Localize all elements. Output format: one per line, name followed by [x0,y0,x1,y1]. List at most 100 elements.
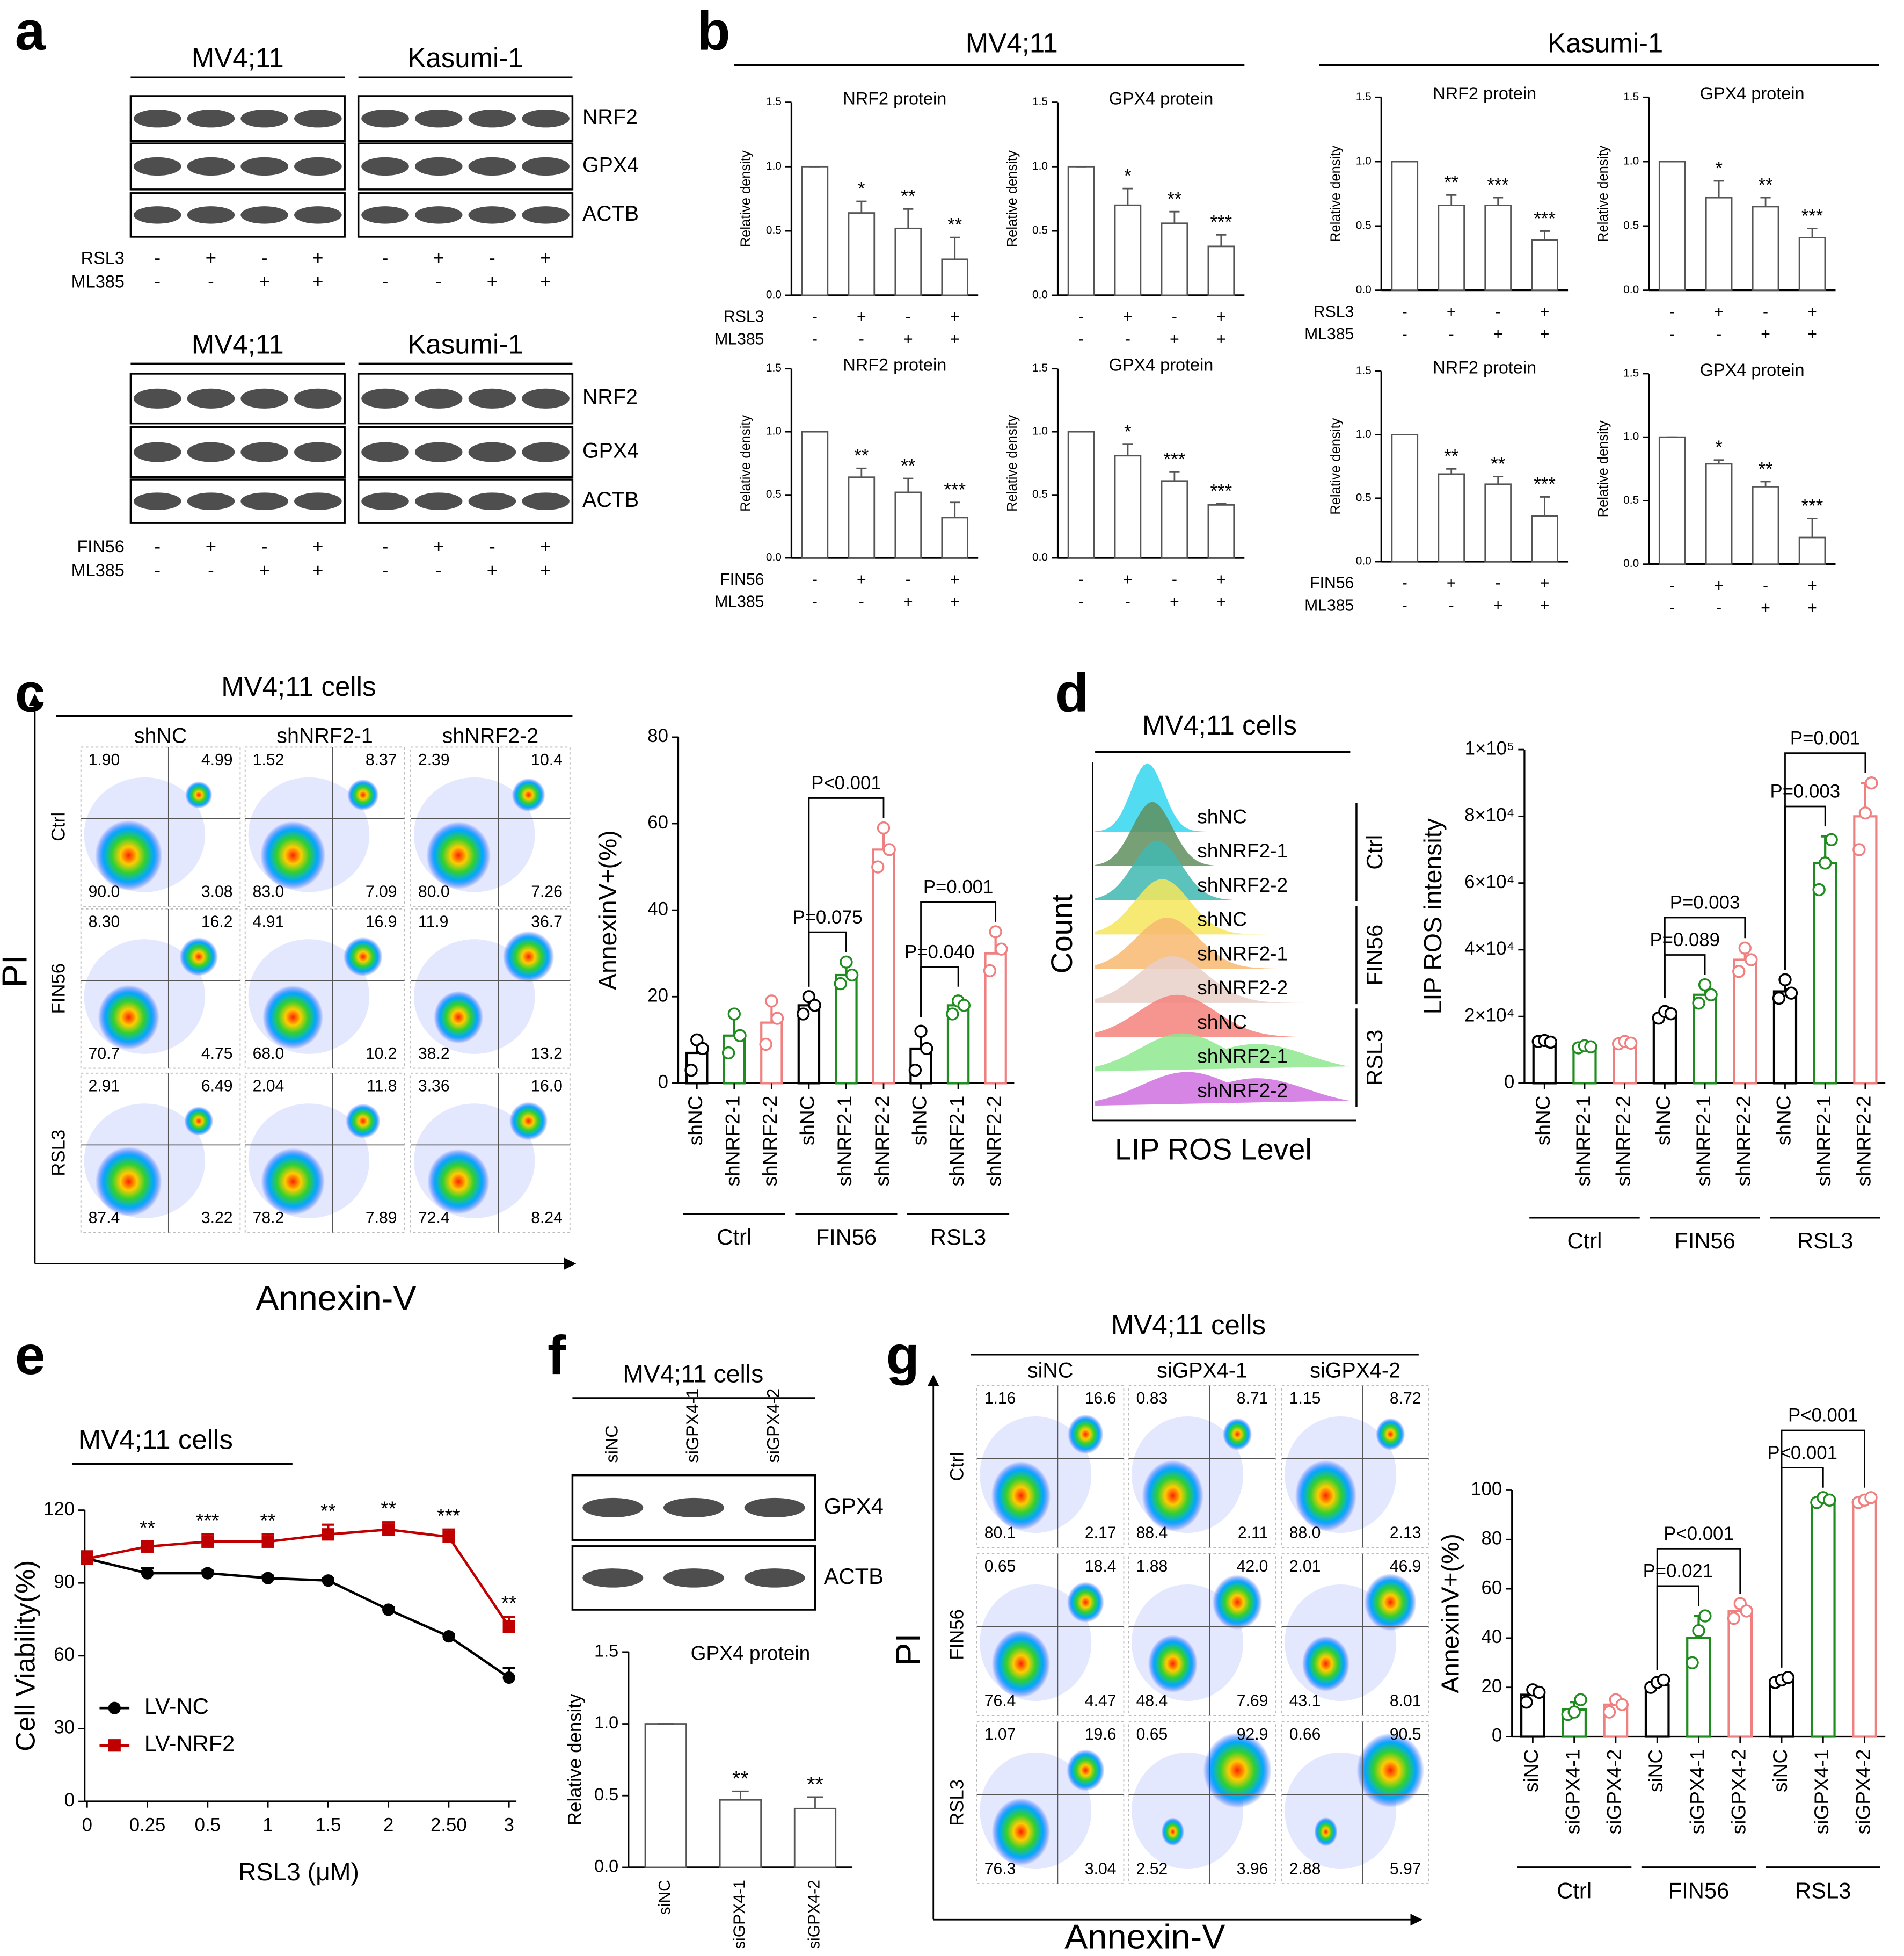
condition-label: RSL3 [81,248,125,267]
y-tick-label: 80 [1482,1528,1502,1548]
condition-sign: + [1540,325,1550,343]
bar [1438,205,1465,292]
significance: ** [1167,190,1181,210]
condition-sign: + [1170,330,1179,348]
x-tick-label: shNC [1652,1096,1674,1146]
y-tick-label: 4×10⁴ [1464,939,1514,959]
y-tick-label: 1.5 [1623,367,1639,379]
quadrant-value: 5.97 [1390,1860,1421,1878]
significance: ** [1444,173,1458,193]
cell-cloud [1067,1749,1105,1791]
quadrant-value: 38.2 [418,1045,450,1063]
x-tick-label: shNC [908,1096,930,1146]
cell-cloud [426,821,491,890]
data-point [322,1574,334,1587]
condition-sign: - [435,561,442,581]
bar [1798,536,1826,565]
cell-cloud [427,1148,490,1215]
significance: ** [260,1509,276,1531]
band [468,206,516,224]
significance: *** [1534,209,1556,229]
x-tick-label: shNC [1772,1096,1794,1146]
chart-title: NRF2 protein [1433,358,1536,377]
y-tick-label: 40 [647,899,668,919]
column-label: shNRF2-2 [442,724,539,747]
band [414,206,463,224]
significance: ** [1759,175,1773,195]
data-point [721,1046,735,1060]
quadrant-value: 4.99 [201,751,233,769]
condition-sign: - [261,537,268,557]
significance: * [1715,158,1723,179]
condition-sign: - [1669,577,1675,594]
error-bar [1446,194,1457,206]
condition-sign: - [906,308,911,326]
band [522,442,570,462]
x-tick-label: siNC [1769,1749,1791,1792]
y-tick-label: 1.0 [1356,428,1372,440]
sample-label: shNC [1197,908,1247,930]
condition-label: ML385 [1304,597,1354,614]
x-tick-label: siGPX4-1 [1686,1749,1708,1835]
band [240,388,288,409]
significance: * [1124,422,1132,442]
y-axis-label: Relative density [565,1693,586,1826]
condition-sign: + [950,308,960,326]
bar [835,973,858,1085]
y-tick-label: 1.0 [1032,160,1048,172]
significance: *** [1210,213,1232,233]
comparison-label: P=0.003 [1770,782,1841,802]
significance: ** [901,456,915,476]
comparison-label: P<0.001 [1788,1406,1858,1426]
hist-title: MV4;11 cells [1142,710,1297,740]
group-label: RSL3 [1795,1878,1851,1903]
condition-sign: - [382,248,389,268]
condition-sign: + [950,571,960,588]
condition-label: ML385 [714,330,764,348]
cell-cloud [1364,1573,1417,1631]
condition-sign: + [1540,575,1550,592]
y-tick-label: 6×10⁴ [1464,872,1514,892]
band [240,492,288,510]
x-tick-label: siNC [656,1880,674,1915]
condition-sign: + [950,330,960,348]
band [133,442,181,462]
bar [1484,205,1512,292]
bar [644,1723,687,1868]
band [240,206,288,224]
condition-sign: + [433,537,444,557]
condition-sign: - [1496,575,1501,592]
data-point [871,860,885,874]
bar [941,258,969,296]
protein-label: GPX4 [582,153,639,177]
protein-label: NRF2 [582,105,638,129]
panel-header: MV4;11 [966,27,1058,58]
panel-label: b [697,0,730,61]
y-axis-label: Cell Viability(%) [10,1560,40,1751]
condition-sign: - [1078,593,1084,610]
data-point [261,1572,274,1584]
band [468,388,516,409]
lane-label: siGPX4-1 [683,1388,702,1463]
group-label: FIN56 [816,1224,877,1249]
cell-cloud [98,985,159,1050]
quadrant-value: 16.6 [1085,1390,1117,1407]
y-tick-label: 1.0 [594,1713,618,1732]
quadrant-value: 68.0 [253,1045,284,1063]
x-tick-label: 1 [262,1815,273,1836]
row-label: Ctrl [947,1452,967,1481]
quadrant-value: 2.13 [1390,1524,1421,1542]
condition-sign: + [259,272,269,292]
significance: *** [1801,206,1823,227]
condition-sign: + [487,272,498,292]
significance: *** [1487,175,1509,195]
quadrant-value: 7.26 [531,883,563,901]
condition-label: FIN56 [1310,575,1354,592]
comparison-label: P=0.040 [904,942,975,962]
band [744,1497,805,1518]
significance: ** [1491,454,1505,475]
data-point [322,1528,334,1541]
y-axis-label: Relative density [1329,418,1344,514]
error-bar [1446,468,1457,474]
comparison-label: P=0.075 [792,907,862,928]
